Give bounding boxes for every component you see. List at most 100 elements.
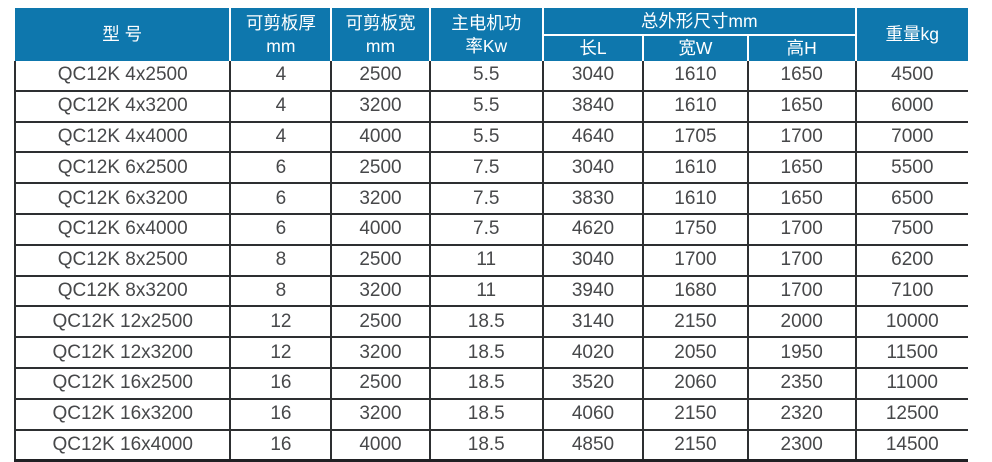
cell-cut-width: 2500 <box>330 306 430 339</box>
cell-height: 2350 <box>746 367 856 400</box>
cell-weight: 7500 <box>854 213 968 246</box>
cell-cut-width: 2500 <box>330 61 430 92</box>
cell-height: 1700 <box>746 213 856 246</box>
cell-length: 3840 <box>541 90 644 123</box>
col-header-height: 高H <box>746 35 856 61</box>
cell-length: 4640 <box>541 121 644 154</box>
cell-thickness: 16 <box>229 429 332 462</box>
cell-width: 1610 <box>642 152 748 185</box>
col-header-thickness-line1: 可剪板厚 <box>245 13 316 34</box>
col-header-cut-width-line1: 可剪板宽 <box>345 13 416 34</box>
cell-weight: 12500 <box>854 398 968 431</box>
cell-width: 1610 <box>642 183 748 215</box>
cell-width: 1700 <box>642 244 748 277</box>
cell-thickness: 4 <box>229 61 332 92</box>
cell-width: 2050 <box>642 337 748 369</box>
table-body: QC12K 4x2500 4 2500 5.5 3040 1610 1650 4500 QC12… <box>13 61 968 462</box>
cell-power: 11 <box>428 275 543 308</box>
spec-table-container: 型 号 可剪板厚 mm 可剪板宽 mm 主电机功 率Kw 总外形尺寸mm 重量k… <box>13 8 968 462</box>
cell-thickness: 8 <box>229 244 332 277</box>
cell-width: 1705 <box>642 121 748 154</box>
cell-thickness: 4 <box>229 90 332 123</box>
cell-length: 3830 <box>541 183 644 215</box>
cell-width: 2150 <box>642 306 748 339</box>
cell-model: QC12K 4x2500 <box>13 61 231 92</box>
cell-weight: 6500 <box>854 183 968 215</box>
table-row: QC12K 12x2500 12 2500 18.5 3140 2150 2000 10000 <box>13 306 968 339</box>
table-row: QC12K 4x3200 4 3200 5.5 3840 1610 1650 6000 <box>13 90 968 123</box>
cell-model: QC12K 4x3200 <box>13 90 231 123</box>
cell-cut-width: 2500 <box>330 367 430 400</box>
table-row: QC12K 12x3200 12 3200 18.5 4020 2050 1950 11500 <box>13 337 968 369</box>
cell-power: 7.5 <box>428 213 543 246</box>
cell-height: 1650 <box>746 90 856 123</box>
cell-cut-width: 2500 <box>330 244 430 277</box>
cell-cut-width: 2500 <box>330 152 430 185</box>
cell-weight: 7000 <box>854 121 968 154</box>
cell-model: QC12K 12x3200 <box>13 337 231 369</box>
cell-length: 3040 <box>541 61 644 92</box>
table-row: QC12K 6x4000 6 4000 7.5 4620 1750 1700 7500 <box>13 213 968 246</box>
table-row: QC12K 4x2500 4 2500 5.5 3040 1610 1650 4500 <box>13 61 968 92</box>
cell-length: 4620 <box>541 213 644 246</box>
cell-model: QC12K 16x2500 <box>13 367 231 400</box>
cell-height: 1950 <box>746 337 856 369</box>
cell-power: 18.5 <box>428 306 543 339</box>
col-header-power: 主电机功 率Kw <box>428 8 543 61</box>
cell-model: QC12K 16x3200 <box>13 398 231 431</box>
cell-power: 18.5 <box>428 367 543 400</box>
col-header-power-line2: 率Kw <box>465 35 508 56</box>
cell-model: QC12K 8x3200 <box>13 275 231 308</box>
cell-thickness: 6 <box>229 213 332 246</box>
cell-cut-width: 3200 <box>330 337 430 369</box>
cell-width: 1750 <box>642 213 748 246</box>
cell-power: 5.5 <box>428 90 543 123</box>
cell-length: 4060 <box>541 398 644 431</box>
cell-cut-width: 4000 <box>330 429 430 462</box>
table-row: QC12K 16x4000 16 4000 18.5 4850 2150 2300 14500 <box>13 429 968 462</box>
cell-model: QC12K 6x3200 <box>13 183 231 215</box>
cell-thickness: 6 <box>229 183 332 215</box>
cell-width: 2060 <box>642 367 748 400</box>
col-header-cut-width-line2: mm <box>365 35 396 56</box>
col-header-power-line1: 主电机功 <box>451 13 522 34</box>
cell-length: 3140 <box>541 306 644 339</box>
cell-height: 2320 <box>746 398 856 431</box>
cell-weight: 11500 <box>854 337 968 369</box>
cell-length: 3040 <box>541 244 644 277</box>
cell-length: 3940 <box>541 275 644 308</box>
cell-model: QC12K 4x4000 <box>13 121 231 154</box>
header-row-sub: 长L 宽W 高H <box>15 35 968 61</box>
cell-length: 4020 <box>541 337 644 369</box>
cell-weight: 10000 <box>854 306 968 339</box>
col-header-cut-width: 可剪板宽 mm <box>330 8 430 61</box>
cell-width: 1610 <box>642 90 748 123</box>
table-row: QC12K 8x2500 8 2500 11 3040 1700 1700 6200 <box>13 244 968 277</box>
cell-length: 4850 <box>541 429 644 462</box>
col-header-width: 宽W <box>642 35 748 61</box>
cell-weight: 11000 <box>854 367 968 400</box>
cell-weight: 5500 <box>854 152 968 185</box>
header-row-top: 型 号 可剪板厚 mm 可剪板宽 mm 主电机功 率Kw 总外形尺寸mm 重量k… <box>15 8 968 61</box>
cell-cut-width: 4000 <box>330 213 430 246</box>
cell-model: QC12K 8x2500 <box>13 244 231 277</box>
col-header-weight: 重量kg <box>854 8 968 61</box>
cell-model: QC12K 12x2500 <box>13 306 231 339</box>
cell-cut-width: 4000 <box>330 121 430 154</box>
cell-weight: 6000 <box>854 90 968 123</box>
cell-cut-width: 3200 <box>330 398 430 431</box>
table-header: 型 号 可剪板厚 mm 可剪板宽 mm 主电机功 率Kw 总外形尺寸mm 重量k… <box>15 8 968 61</box>
cell-height: 1650 <box>746 152 856 185</box>
cell-weight: 6200 <box>854 244 968 277</box>
cell-height: 1700 <box>746 121 856 154</box>
cell-height: 1650 <box>746 61 856 92</box>
col-header-dimensions-group: 总外形尺寸mm <box>541 8 856 36</box>
cell-power: 18.5 <box>428 337 543 369</box>
col-header-model: 型 号 <box>15 8 231 61</box>
spec-table: 型 号 可剪板厚 mm 可剪板宽 mm 主电机功 率Kw 总外形尺寸mm 重量k… <box>13 8 968 462</box>
cell-model: QC12K 6x4000 <box>13 213 231 246</box>
cell-length: 3040 <box>541 152 644 185</box>
cell-power: 5.5 <box>428 61 543 92</box>
cell-length: 3520 <box>541 367 644 400</box>
table-row: QC12K 4x4000 4 4000 5.5 4640 1705 1700 7000 <box>13 121 968 154</box>
